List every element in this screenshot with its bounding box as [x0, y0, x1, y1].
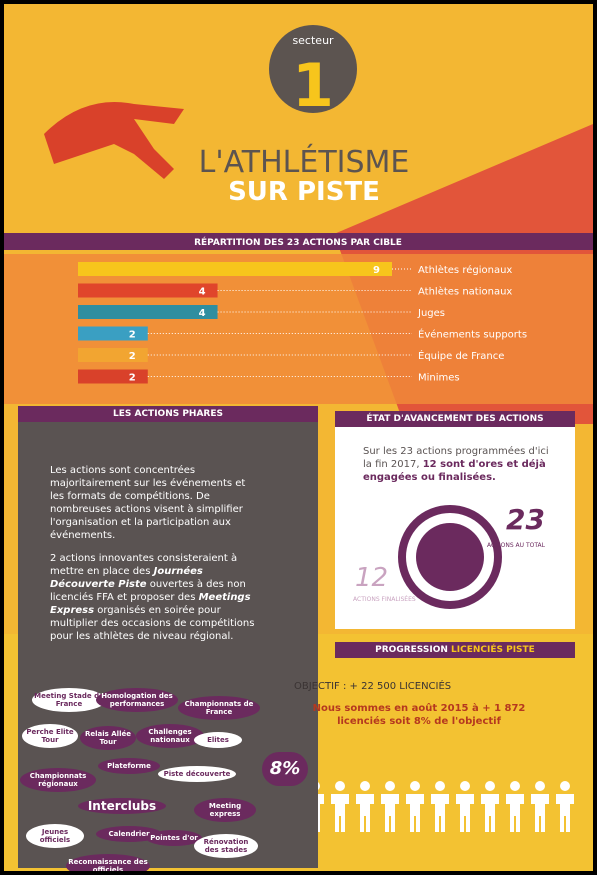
value-label: 2 — [129, 351, 136, 362]
value-label: 9 — [373, 265, 380, 276]
donut-center — [416, 523, 484, 591]
bubble: Rénovation des stades — [194, 834, 258, 858]
bubble: Reconnaissance des officiels — [66, 854, 150, 875]
bar — [78, 370, 148, 384]
person-head — [560, 781, 570, 791]
person-head — [435, 781, 445, 791]
done-label: ACTIONS FINALISÉES — [353, 595, 416, 603]
person-head — [460, 781, 470, 791]
sector-number: 1 — [292, 51, 334, 121]
person-head — [485, 781, 495, 791]
bubble: Championnats de France — [178, 696, 260, 720]
percent: 8% — [262, 752, 308, 786]
bubble: Jeunes officiels — [26, 824, 84, 848]
bubble: Piste découverte — [158, 766, 236, 782]
licence-panel: PROGRESSION LICENCIÉS PISTE — [335, 642, 575, 658]
text: LICENCIÉS PISTE — [451, 645, 535, 655]
paragraph: Les actions sont concentrées majoritaire… — [50, 464, 258, 542]
bubble: Challenges nationaux — [136, 724, 204, 748]
objective: OBJECTIF : + 22 500 LICENCIÉS — [294, 680, 564, 693]
bubble: Plateforme — [98, 758, 160, 774]
person-head — [510, 781, 520, 791]
value-label: 2 — [129, 373, 136, 384]
subtitle: SUR PISTE — [228, 177, 380, 207]
bar — [78, 305, 218, 319]
chart-title: RÉPARTITION DES 23 ACTIONS PAR CIBLE — [194, 236, 402, 248]
bar — [78, 262, 392, 276]
category-label: Athlètes régionaux — [418, 264, 512, 276]
licence-title: PROGRESSION LICENCIÉS PISTE — [335, 642, 575, 658]
category-label: Athlètes nationaux — [418, 286, 512, 298]
progress-panel: ÉTAT D'AVANCEMENT DES ACTIONS Sur les 23… — [335, 411, 575, 629]
person-head — [535, 781, 545, 791]
bubble: Meeting Stade de France — [32, 688, 106, 712]
bubble: Meeting express — [194, 798, 256, 822]
value-label: 4 — [199, 308, 206, 319]
title: L'ATHLÉTISME — [199, 144, 410, 180]
paragraph: 2 actions innovantes consisteraient à me… — [50, 552, 258, 643]
bubble: Relais Allée Tour — [80, 726, 136, 750]
done: 12 — [355, 563, 388, 593]
progress-text: Sur les 23 actions programmées d'ici la … — [363, 445, 555, 484]
person-head — [360, 781, 370, 791]
text: PROGRESSION — [375, 645, 451, 655]
total: 23 — [506, 503, 545, 536]
bubble: Championnats régionaux — [20, 768, 96, 792]
sector-label: secteur — [292, 34, 334, 47]
actions-title: LES ACTIONS PHARES — [18, 406, 318, 422]
actions-text: Les actions sont concentrées majoritaire… — [18, 422, 318, 643]
category-label: Juges — [417, 308, 445, 319]
progress-title: ÉTAT D'AVANCEMENT DES ACTIONS — [335, 411, 575, 427]
infographic: secteur 1 L'ATHLÉTISME SUR PISTE RÉPARTI… — [0, 0, 597, 875]
value-label: 2 — [129, 330, 136, 341]
category-label: Événements supports — [418, 328, 527, 341]
donut: 23 ACTIONS AU TOTAL 12 ACTIONS FINALISÉE… — [335, 491, 575, 631]
person-head — [410, 781, 420, 791]
athlete — [44, 102, 184, 179]
category-label: Équipe de France — [418, 349, 504, 362]
total-label: ACTIONS AU TOTAL — [487, 542, 546, 549]
category-label: Minimes — [418, 373, 460, 384]
bar — [78, 284, 218, 298]
bubble: Interclubs — [78, 798, 166, 814]
bubble: Homologation des performances — [96, 688, 178, 712]
bar — [78, 327, 148, 341]
status: Nous sommes en août 2015 à + 1 872 licen… — [304, 702, 534, 728]
bar — [78, 348, 148, 362]
text: 2 actions innovantes consisteraient à me… — [50, 553, 237, 577]
person-head — [385, 781, 395, 791]
actions-panel: LES ACTIONS PHARES Les actions sont conc… — [18, 406, 318, 868]
bubble: Elites — [194, 732, 242, 748]
person-head — [335, 781, 345, 791]
value-label: 4 — [199, 287, 206, 298]
bubble: Perche Elite Tour — [22, 724, 78, 748]
